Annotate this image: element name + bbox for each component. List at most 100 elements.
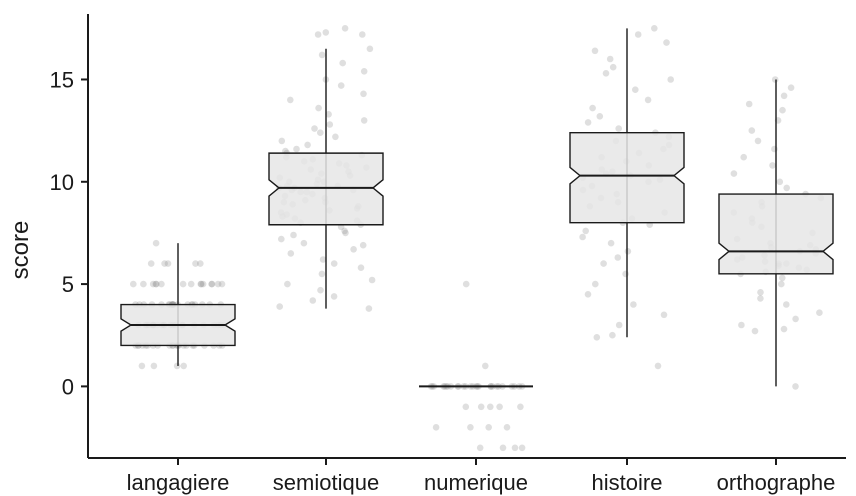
- box-orthographe: [718, 79, 834, 387]
- data-point: [476, 444, 484, 452]
- data-point: [614, 254, 622, 261]
- data-point: [792, 315, 799, 323]
- data-point: [138, 362, 146, 370]
- data-point: [368, 276, 376, 284]
- data-point: [432, 424, 440, 431]
- data-point: [152, 239, 160, 247]
- data-point: [330, 293, 338, 300]
- data-point: [503, 424, 511, 431]
- data-point: [330, 260, 338, 267]
- data-point: [158, 280, 165, 288]
- x-tick-label: semiotique: [273, 470, 379, 495]
- data-point: [152, 280, 160, 288]
- data-point: [278, 235, 285, 243]
- box-langagiere: [120, 243, 236, 366]
- data-point: [745, 100, 753, 108]
- data-point: [357, 264, 365, 272]
- box-body: [569, 131, 685, 224]
- data-point: [179, 280, 187, 288]
- data-point: [153, 280, 160, 288]
- data-point: [615, 125, 622, 132]
- data-point: [467, 424, 474, 431]
- data-point: [462, 403, 470, 411]
- data-point: [609, 63, 617, 71]
- data-point: [584, 119, 592, 126]
- data-point: [771, 145, 778, 153]
- data-point: [314, 31, 322, 38]
- data-point: [606, 55, 614, 63]
- data-point: [757, 289, 764, 296]
- data-point: [149, 280, 157, 288]
- data-point: [632, 86, 639, 93]
- data-point: [197, 280, 205, 288]
- data-point: [592, 280, 599, 288]
- data-point: [757, 295, 764, 302]
- data-point: [290, 231, 297, 239]
- data-point: [319, 256, 327, 263]
- data-point: [318, 270, 326, 278]
- data-point: [276, 303, 284, 310]
- data-point: [600, 260, 607, 267]
- data-point: [360, 117, 368, 124]
- data-point: [783, 301, 790, 308]
- data-point: [317, 286, 324, 294]
- box-body: [718, 193, 834, 275]
- data-point: [293, 145, 300, 153]
- data-point: [342, 229, 349, 237]
- data-point: [751, 327, 759, 335]
- data-point: [322, 29, 330, 36]
- data-point: [161, 260, 168, 267]
- data-point: [651, 25, 658, 32]
- data-point: [284, 280, 291, 288]
- y-tick-label: 0: [62, 374, 74, 399]
- data-point: [326, 121, 334, 128]
- data-point: [325, 111, 332, 118]
- data-point: [130, 280, 137, 288]
- x-ticks: langagiere semiotique numerique histoire ort…: [127, 458, 835, 495]
- data-point: [780, 325, 788, 333]
- data-point: [164, 260, 172, 267]
- data-point: [309, 297, 317, 304]
- data-point: [779, 274, 786, 282]
- data-point: [350, 246, 357, 253]
- data-point: [197, 260, 204, 267]
- data-point: [287, 96, 294, 104]
- data-point: [218, 280, 226, 288]
- data-point: [596, 113, 604, 120]
- data-point: [300, 239, 308, 247]
- data-point: [341, 25, 349, 32]
- data-point: [624, 248, 632, 255]
- data-point: [315, 104, 322, 112]
- data-point: [654, 362, 662, 370]
- boxes: [120, 28, 834, 388]
- data-point: [339, 59, 347, 67]
- data-point: [779, 106, 786, 114]
- data-point: [318, 51, 326, 59]
- data-point: [482, 362, 489, 370]
- data-point: [496, 403, 503, 411]
- data-point: [187, 280, 195, 288]
- x-tick-label: numerique: [424, 470, 528, 495]
- data-point: [589, 104, 596, 112]
- data-point: [477, 403, 485, 411]
- x-tick-label: langagiere: [127, 470, 230, 495]
- y-tick-label: 10: [50, 170, 74, 195]
- data-point: [584, 291, 592, 298]
- box-body: [268, 152, 384, 226]
- box-semiotique: [268, 48, 384, 309]
- data-point: [787, 84, 795, 91]
- data-point: [462, 280, 470, 288]
- data-point: [783, 184, 790, 192]
- data-point: [769, 162, 776, 169]
- data-point: [582, 227, 589, 235]
- data-point: [591, 47, 599, 55]
- data-point: [208, 280, 216, 288]
- data-point: [173, 362, 181, 370]
- data-point: [593, 334, 601, 341]
- data-point: [579, 233, 586, 241]
- y-tick-label: 15: [50, 67, 74, 92]
- data-point: [630, 301, 637, 308]
- y-axis-title: score: [7, 221, 34, 280]
- data-point: [198, 280, 205, 288]
